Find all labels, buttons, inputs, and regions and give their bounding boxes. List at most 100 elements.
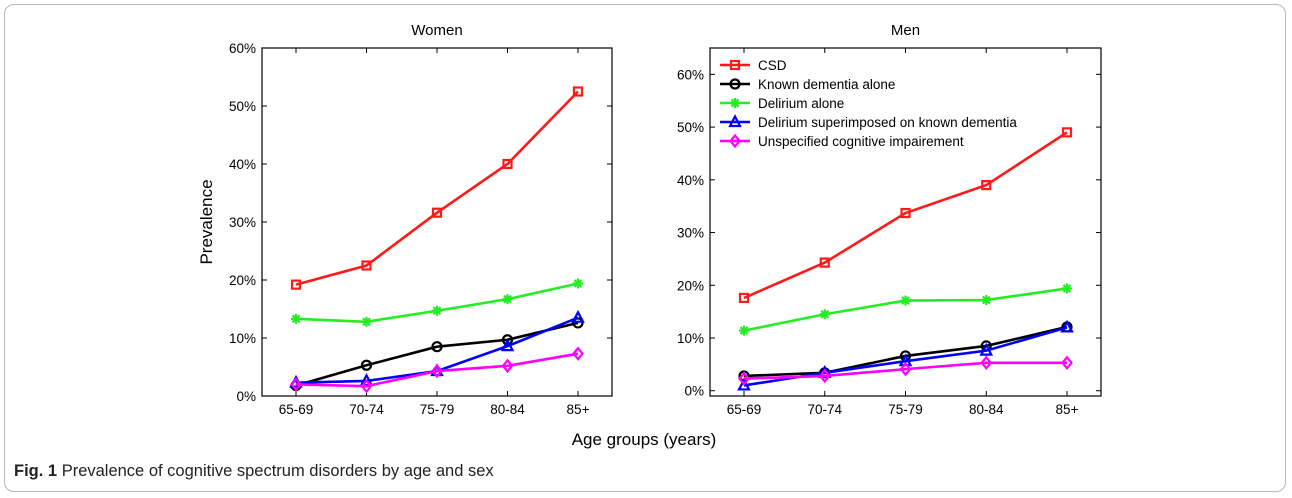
- y-tick-label: 60%: [677, 67, 704, 82]
- panel-title: Women: [411, 22, 462, 39]
- data-point: [1060, 319, 1074, 333]
- legend-label: Delirium alone: [758, 96, 844, 111]
- legend-item: Delirium superimposed on known dementia: [720, 114, 1017, 130]
- data-point: [500, 338, 515, 352]
- data-point: [361, 260, 372, 271]
- data-point: [361, 316, 372, 327]
- x-tick-label: 65-69: [727, 402, 762, 417]
- data-point: [431, 341, 443, 353]
- data-point: [981, 179, 992, 191]
- y-tick-label: 10%: [677, 331, 704, 346]
- legend-marker: [728, 114, 742, 128]
- x-tick-label: 70-74: [349, 402, 384, 417]
- legend-label: Known dementia alone: [758, 77, 895, 92]
- plot-area: [709, 47, 1102, 397]
- legend-item: CSD: [720, 58, 787, 73]
- x-tick-label: 70-74: [807, 402, 842, 417]
- data-point: [360, 378, 373, 394]
- plot-area: [261, 47, 613, 397]
- data-point: [501, 334, 514, 346]
- data-point: [431, 363, 443, 379]
- x-tick-label: 80-84: [969, 402, 1004, 417]
- legend-marker: [730, 98, 740, 108]
- data-point: [819, 257, 830, 268]
- x-tick-label: 75-79: [420, 402, 455, 417]
- data-point: [738, 371, 750, 386]
- figure-caption: Fig. 1 Prevalence of cognitive spectrum …: [14, 462, 494, 481]
- series-line: [743, 361, 1067, 380]
- x-tick-label: 85+: [1056, 402, 1079, 417]
- series-unspecified-cognitive-impairement: [738, 355, 1073, 386]
- x-tick-label: 75-79: [888, 402, 923, 417]
- data-point: [819, 309, 830, 320]
- legend: CSD Known dementia alone Delirium alone Del…: [720, 58, 1017, 149]
- series-csd: [738, 127, 1073, 304]
- data-point: [502, 294, 513, 305]
- legend-label: Delirium superimposed on known dementia: [758, 115, 1017, 130]
- series-csd: [290, 86, 584, 290]
- y-tick-label: 40%: [229, 157, 256, 172]
- series-delirium-alone: [739, 283, 1072, 336]
- data-point: [981, 295, 992, 306]
- data-point: [979, 342, 994, 356]
- legend-item: Delirium alone: [720, 96, 844, 111]
- data-point: [360, 359, 373, 371]
- y-tick-label: 30%: [229, 215, 256, 230]
- legend-item: Known dementia alone: [720, 77, 895, 92]
- data-point: [432, 305, 442, 316]
- data-point: [571, 309, 585, 323]
- y-tick-label: 30%: [677, 226, 704, 241]
- data-point: [900, 295, 911, 306]
- men-panel: Men 0% 10% 20% 30% 40% 50% 60% 65-69 70-74 75-79 80…: [677, 22, 1102, 417]
- series-line: [295, 321, 579, 387]
- series-known-dementia-alone: [290, 317, 584, 392]
- data-point: [431, 207, 443, 218]
- series-line: [295, 90, 579, 286]
- data-point: [502, 158, 513, 170]
- common-x-axis-label: Age groups (years): [572, 430, 717, 449]
- y-tick-label: 50%: [677, 120, 704, 135]
- data-point: [980, 355, 993, 371]
- legend-label: Unspecified cognitive impairement: [758, 134, 964, 149]
- data-point: [573, 278, 583, 289]
- caption-label: Fig. 1: [14, 462, 58, 480]
- series-line: [743, 131, 1068, 300]
- legend-marker: [729, 78, 741, 90]
- y-tick-label: 20%: [677, 278, 704, 293]
- y-tick-label: 0%: [684, 384, 704, 399]
- women-panel: Women 0% 10% 20% 30% 40% 50% 60% 65-69 70-74 75-79…: [197, 22, 613, 417]
- y-axis-label: Prevalence: [197, 179, 216, 264]
- data-point: [290, 279, 302, 290]
- y-tick-label: 20%: [229, 273, 256, 288]
- data-point: [1062, 283, 1072, 294]
- data-point: [900, 207, 911, 219]
- y-tick-label: 50%: [229, 99, 256, 114]
- data-point: [1061, 127, 1073, 138]
- data-point: [737, 377, 751, 391]
- x-tick-label: 65-69: [279, 402, 314, 417]
- y-tick-label: 60%: [229, 41, 256, 56]
- data-point: [291, 313, 301, 324]
- data-point: [1061, 355, 1073, 371]
- data-point: [501, 358, 514, 374]
- data-point: [899, 361, 912, 377]
- caption-text: Prevalence of cognitive spectrum disorde…: [61, 462, 494, 480]
- panel-title: Men: [891, 22, 920, 39]
- series-line: [295, 352, 579, 388]
- x-tick-label: 85+: [567, 402, 590, 417]
- data-point: [818, 368, 831, 384]
- series-delirium-alone: [291, 278, 583, 327]
- y-tick-label: 0%: [236, 389, 256, 404]
- legend-item: Unspecified cognitive impairement: [720, 133, 964, 149]
- legend-marker: [729, 59, 741, 71]
- legend-marker: [729, 133, 741, 149]
- data-point: [290, 377, 302, 392]
- data-point: [572, 86, 584, 97]
- data-point: [572, 346, 584, 361]
- legend-label: CSD: [758, 58, 787, 73]
- series-unspecified-cognitive-impairement: [290, 346, 584, 394]
- data-point: [738, 292, 750, 304]
- y-tick-label: 10%: [229, 331, 256, 346]
- y-tick-label: 40%: [677, 173, 704, 188]
